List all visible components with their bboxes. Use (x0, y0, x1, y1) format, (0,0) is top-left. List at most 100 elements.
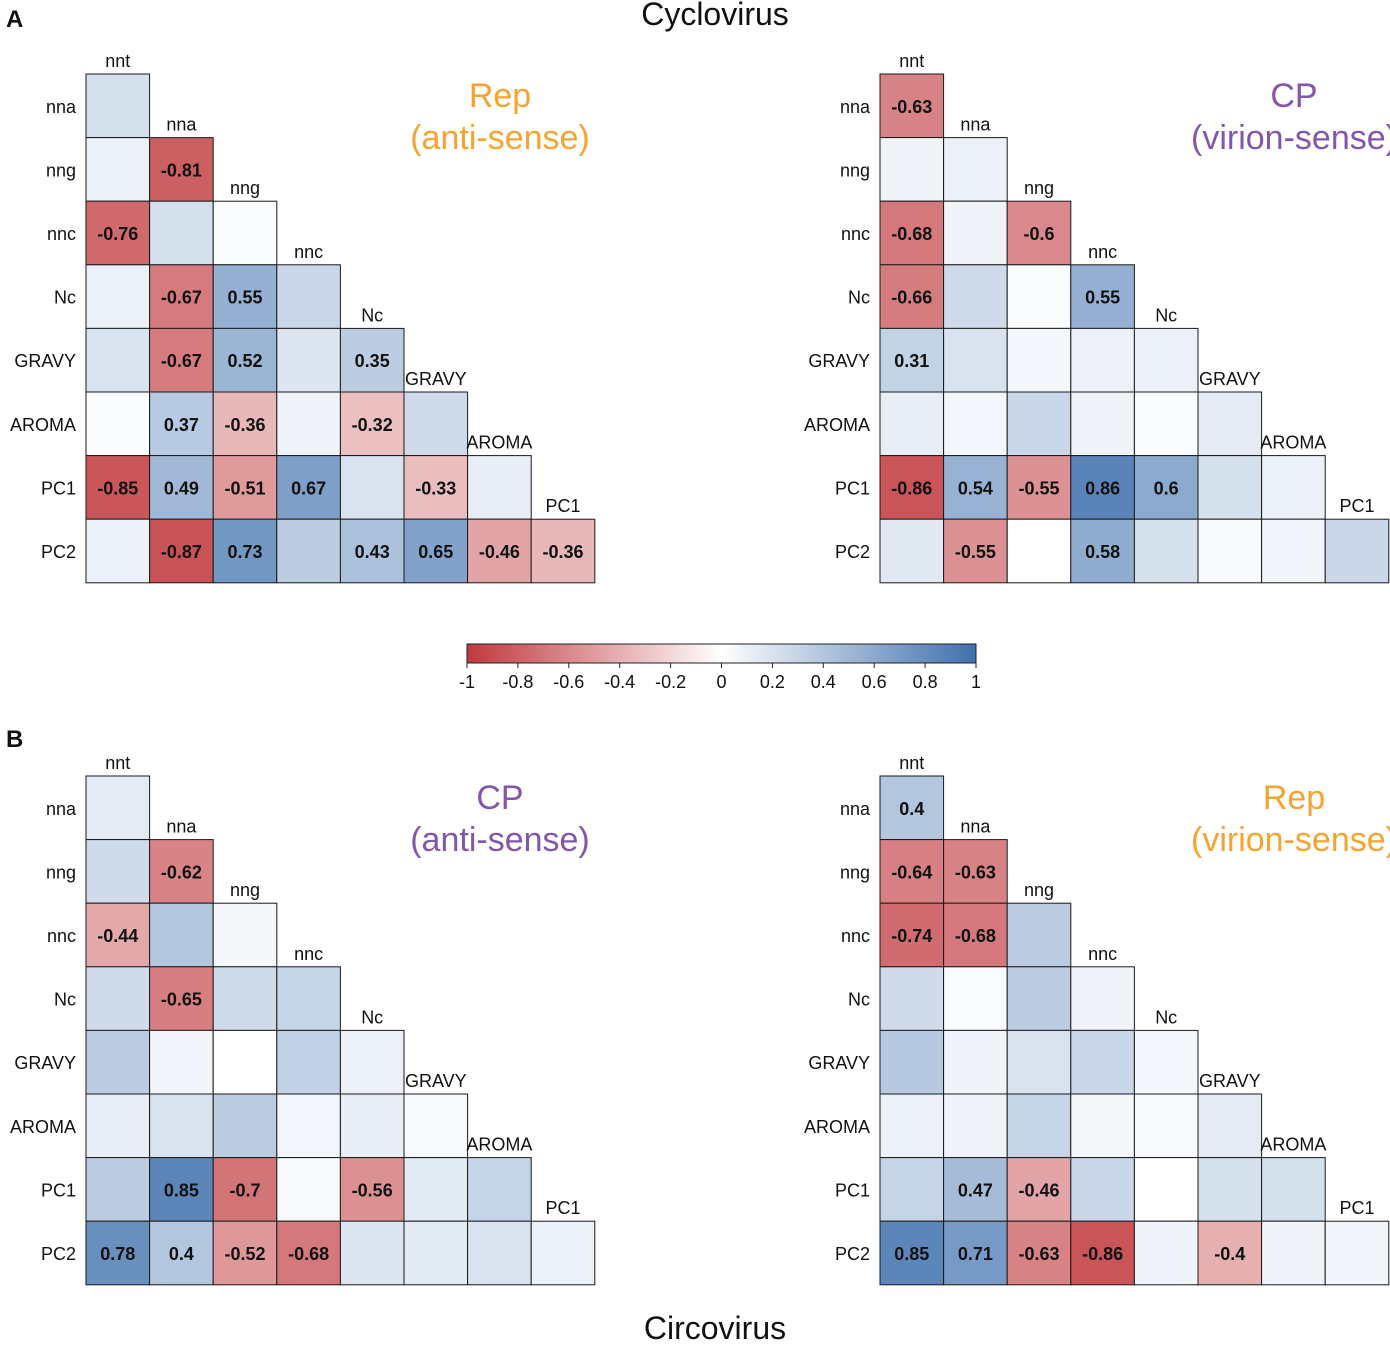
heatmap-cell (1133, 1220, 1199, 1286)
heatmap-cell (943, 1093, 1008, 1159)
heatmap-cell (276, 966, 341, 1031)
heatmap-cyclovirus-rep-antisense: Rep (anti-sense) -0.81 -0.76 -0.67 0.55 -0.67 0… (10, 52, 596, 584)
heatmap-cell (1261, 1220, 1326, 1286)
heatmap-cell (212, 264, 278, 329)
cell-value-label: -0.32 (352, 415, 393, 435)
column-label: nnc (1088, 242, 1117, 262)
cell-value-label: 0.31 (894, 351, 929, 371)
cell-value-label: -0.86 (1082, 1244, 1123, 1264)
column-label: nng (1024, 178, 1054, 198)
heatmap-cell (879, 839, 945, 904)
heatmap-cell (1070, 966, 1135, 1031)
row-label: PC2 (41, 542, 76, 562)
heatmap-cell (943, 391, 1008, 457)
row-label: nng (840, 862, 870, 882)
cell-value-label: -0.64 (891, 862, 932, 882)
heatmap-cell (879, 264, 945, 329)
heatmap-cell (1006, 966, 1072, 1031)
column-label: AROMA (466, 433, 532, 453)
column-label: nng (230, 178, 260, 198)
row-label: AROMA (10, 415, 76, 435)
heatmap-cell (467, 455, 532, 520)
heatmap-cell (879, 966, 945, 1031)
heatmap-cell (879, 775, 945, 841)
column-label: AROMA (1260, 1135, 1326, 1155)
cell-value-label: -0.87 (161, 542, 202, 562)
cell-value-label: -0.65 (161, 990, 202, 1010)
heatmap-cell (85, 1220, 151, 1286)
colorbar-tick-label: 0.8 (913, 672, 938, 692)
cell-value-label: 0.35 (355, 351, 390, 371)
heatmap-cell (212, 327, 278, 393)
heatmap-cell (1006, 1093, 1072, 1159)
row-label: AROMA (10, 1117, 76, 1137)
heatmap-cell (149, 1029, 214, 1095)
heatmap-cell (943, 327, 1008, 393)
cell-value-label: 0.37 (164, 415, 199, 435)
row-label: PC1 (835, 478, 870, 498)
row-label: Nc (54, 990, 76, 1010)
cell-value-label: 0.55 (1085, 288, 1120, 308)
row-label: nnc (841, 224, 870, 244)
heatmap-cell (149, 966, 214, 1031)
heatmap-cell (1070, 327, 1135, 393)
heatmap-cell (212, 200, 278, 266)
heatmap-cell (879, 73, 945, 139)
row-label: PC1 (835, 1180, 870, 1200)
heatmap-cell (943, 1220, 1008, 1286)
heatmap-cell (1197, 1093, 1263, 1159)
heatmap-cell (1324, 1220, 1390, 1286)
heatmap-cell (879, 902, 945, 968)
heatmap-cell (879, 391, 945, 457)
heatmap-cell (1070, 264, 1135, 329)
heatmap-cell (276, 518, 341, 584)
heatmap-cell (1006, 518, 1072, 584)
heatmap-cell (276, 1029, 341, 1095)
heatmap-cell (339, 1157, 405, 1222)
heatmap-cell (1006, 1220, 1072, 1286)
heatmap-cell (1006, 1157, 1072, 1222)
heatmap-cell (85, 902, 151, 968)
row-label: nng (46, 862, 76, 882)
column-label: PC1 (545, 1198, 580, 1218)
cell-value-label: 0.6 (1154, 478, 1179, 498)
heatmap-cell (530, 518, 596, 584)
heatmap-cell (879, 1093, 945, 1159)
cell-value-label: -0.63 (955, 862, 996, 882)
cell-value-label: 0.55 (227, 288, 262, 308)
heatmap-cell (1197, 1157, 1263, 1222)
column-label: nnc (1088, 944, 1117, 964)
heatmap-cell (149, 391, 214, 457)
heatmap-cell (1261, 455, 1326, 520)
chart-title-line: Rep (469, 77, 531, 115)
heatmap-cell (1006, 200, 1072, 266)
heatmap-cell (276, 327, 341, 393)
cell-value-label: 0.85 (894, 1244, 929, 1264)
heatmap-cell (85, 839, 151, 904)
heatmap-cell (943, 1157, 1008, 1222)
heatmap-cell (339, 455, 405, 520)
colorbar-tick-label: -1 (459, 672, 475, 692)
heatmap-cell (149, 264, 214, 329)
heatmap-cell (276, 1157, 341, 1222)
heatmap-cell (1006, 902, 1072, 968)
colorbar-tick-label: -0.4 (604, 672, 635, 692)
column-label: nna (960, 817, 991, 837)
cell-value-label: -0.36 (542, 542, 583, 562)
heatmap-cell (1324, 518, 1390, 584)
heatmap-cell (339, 1029, 405, 1095)
cell-value-label: -0.55 (1018, 478, 1059, 498)
column-label: nnt (105, 52, 130, 71)
cell-value-label: -0.66 (891, 288, 932, 308)
row-label: GRAVY (14, 351, 76, 371)
column-label: Nc (361, 305, 383, 325)
heatmap-cell (149, 1157, 214, 1222)
chart-title-line: (virion-sense) (1191, 119, 1390, 157)
heatmap-cell (212, 1220, 278, 1286)
column-label: nna (960, 115, 991, 135)
group-title-top: Cyclovirus (641, 0, 789, 32)
cell-value-label: -0.85 (97, 478, 138, 498)
row-label: GRAVY (808, 351, 870, 371)
cell-value-label: -0.74 (891, 926, 932, 946)
row-label: nnc (47, 926, 76, 946)
